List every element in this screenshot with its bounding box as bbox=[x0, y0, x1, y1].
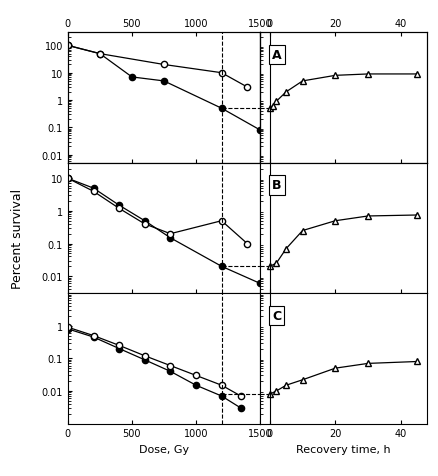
X-axis label: Dose, Gy: Dose, Gy bbox=[139, 444, 189, 454]
Text: B: B bbox=[272, 179, 282, 192]
Text: Percent survival: Percent survival bbox=[11, 188, 24, 288]
Text: A: A bbox=[272, 49, 282, 62]
Text: C: C bbox=[272, 309, 281, 322]
X-axis label: Recovery time, h: Recovery time, h bbox=[296, 444, 391, 454]
